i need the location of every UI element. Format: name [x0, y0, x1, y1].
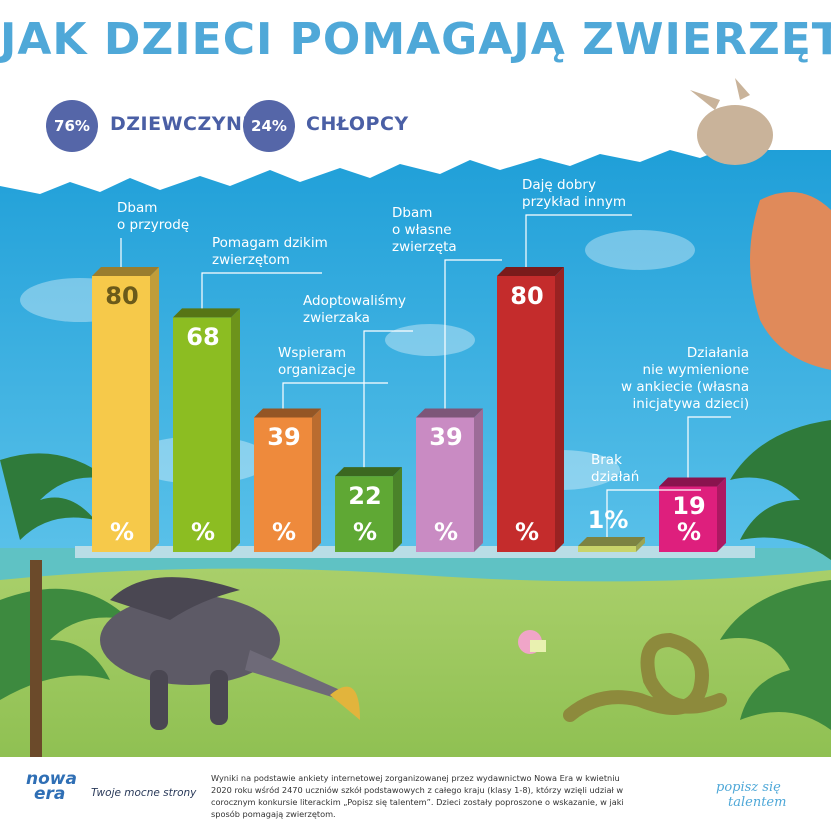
bar-7 [578, 537, 645, 552]
bar-5 [416, 408, 483, 552]
bar-category-label: Działania nie wymienione w ankiecie (własn… [621, 345, 750, 412]
bar-front [335, 476, 393, 552]
bar-category-label: Pomagam dzikim zwierzętom [212, 235, 328, 268]
bar-category-label: Daję dobry przykład innym [522, 177, 626, 210]
leader-line-5 [444, 259, 502, 409]
bar-side [636, 537, 645, 552]
bar-chart [92, 267, 726, 552]
bar-value-label: 80 [105, 282, 139, 310]
bar-top [335, 467, 402, 477]
bar-percent-sign: % [109, 518, 135, 546]
bar-front [254, 417, 312, 552]
brand-line-1: popisz się [716, 780, 781, 795]
bar-side [393, 467, 402, 552]
bar-side [555, 267, 564, 552]
bar-2 [173, 308, 240, 552]
bar-percent-sign: % [271, 518, 297, 546]
girls-percent-badge: 76% [46, 100, 98, 152]
anteater-illustration [100, 577, 360, 730]
bar-6 [497, 267, 564, 552]
bar-front [416, 417, 474, 552]
page-title: JAK DZIECI POMAGAJĄ ZWIERZĘTOM [0, 14, 831, 65]
bar-front [497, 276, 555, 552]
bar-value-label: 39 [429, 423, 463, 452]
flower-illustration [518, 630, 546, 654]
bar-category-label: Dbam o własne zwierzęta [392, 205, 457, 255]
bar-percent-sign: % [514, 518, 540, 546]
bar-front [659, 486, 717, 552]
bar-value-label: 22 [348, 482, 382, 511]
bar-value-label: 80 [510, 282, 544, 310]
bar-percent-sign: % [190, 518, 216, 546]
leader-line-4 [363, 330, 413, 468]
bar-value-label: 39 [267, 423, 301, 452]
bar-top [173, 308, 240, 318]
bar-value-label: 1% [587, 506, 629, 534]
torn-paper-header [0, 0, 831, 194]
bar-top [254, 408, 321, 418]
bar-top [659, 477, 726, 487]
bar-4 [335, 467, 402, 552]
bar-front [92, 276, 150, 552]
bar-1 [92, 267, 159, 552]
footer [0, 757, 831, 831]
bar-percent-sign: % [352, 518, 378, 546]
bar-front [173, 317, 231, 552]
snake-illustration [563, 632, 727, 722]
llama-illustration [690, 78, 831, 370]
bar-side [231, 308, 240, 552]
logo-line-2: era [34, 784, 66, 804]
boys-label: CHŁOPCY [306, 113, 409, 135]
bar-top [497, 267, 564, 276]
bar-top [578, 537, 645, 546]
leader-line-2 [201, 272, 322, 309]
popisz-sie-talentem-logo: popisz się talentem [716, 780, 806, 810]
bar-category-label: Brak działań [591, 452, 640, 485]
bar-percent-sign: % [676, 518, 702, 546]
bar-side [717, 477, 726, 552]
bar-category-label: Dbam o przyrodę [117, 200, 190, 233]
palm-right [720, 420, 831, 730]
palm-left [0, 453, 130, 760]
leader-line-8 [687, 416, 731, 478]
bar-value-label: 68 [186, 323, 220, 352]
bar-3 [254, 408, 321, 552]
bar-side [474, 408, 483, 552]
bar-top [416, 408, 483, 418]
bar-category-label: Wspieram organizacje [278, 345, 356, 378]
bar-top [92, 267, 159, 276]
leader-line-7 [606, 489, 701, 537]
logo-line-1: nowa [26, 769, 77, 789]
bar-8 [659, 477, 726, 552]
leader-line-3 [282, 382, 388, 409]
brand-line-2: talentem [728, 795, 787, 810]
bar-percent-sign: % [433, 518, 459, 546]
boys-percent-badge: 24% [243, 100, 295, 152]
bar-side [312, 408, 321, 552]
leader-line-6 [525, 214, 632, 267]
girls-label: DZIEWCZYNKI [110, 113, 266, 135]
slogan: Twoje mocne strony [91, 787, 197, 799]
bar-value-label: 19 [672, 492, 706, 521]
bar-side [150, 267, 159, 552]
bar-category-label: Adoptowaliśmy zwierzaka [303, 293, 406, 326]
nowa-era-logo: nowa era [26, 769, 77, 804]
survey-note: Wyniki na podstawie ankiety internetowej… [211, 773, 624, 819]
bar-front [578, 546, 636, 552]
label-leader-lines [120, 214, 731, 537]
